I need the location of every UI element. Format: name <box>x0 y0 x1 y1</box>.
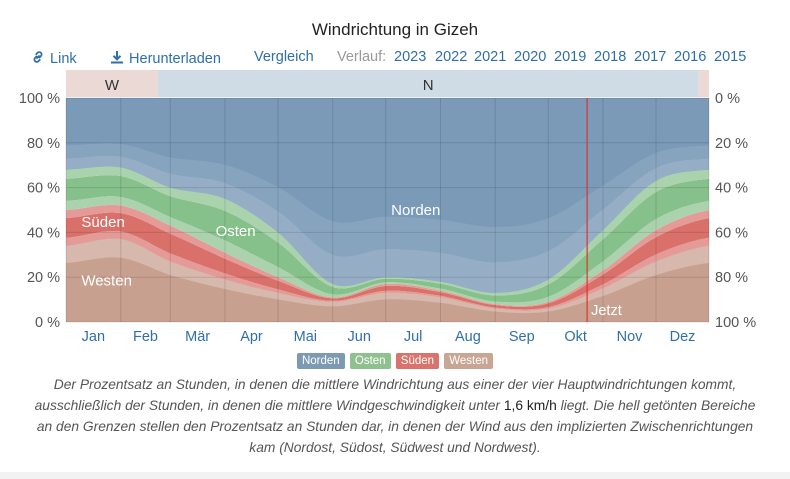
year-link-2022[interactable]: 2022 <box>435 49 468 65</box>
grid-lines <box>65 97 710 323</box>
download-button[interactable]: Herunterladen <box>109 49 221 67</box>
legend-item-norden: Norden <box>296 353 345 369</box>
legend-item-westen: Westen <box>444 353 494 369</box>
year-link-2019[interactable]: 2019 <box>554 49 587 65</box>
link-icon <box>33 51 43 63</box>
x-tick-4: Mai <box>294 329 317 345</box>
direction-label-1: N <box>423 77 434 94</box>
area-sueden <box>66 212 709 310</box>
area-sueden-light-low <box>66 231 709 311</box>
download-icon <box>111 51 123 64</box>
x-tick-11: Dez <box>670 329 696 345</box>
year-link-2015[interactable]: 2015 <box>714 49 747 65</box>
area-norden-light <box>66 155 709 293</box>
year-link-2021[interactable]: 2021 <box>474 49 507 65</box>
legend-item-sueden: Süden <box>395 353 440 369</box>
legend-item-osten: Osten <box>349 353 391 369</box>
series-labels: Süden Osten Westen Norden <box>81 202 440 289</box>
series-label-osten: Osten <box>216 223 256 240</box>
year-link-2020[interactable]: 2020 <box>514 49 547 65</box>
chart-title: Windrichtung in Gizeh <box>311 20 479 39</box>
x-tick-6: Jul <box>404 329 423 345</box>
area-sueden-light-high <box>66 204 709 307</box>
y-left-tick-3: 40 % <box>27 225 60 241</box>
y-right-tick-3: 60 % <box>715 225 748 241</box>
download-label: Herunterladen <box>129 51 221 67</box>
compare-button[interactable]: Vergleich <box>254 49 314 65</box>
toolbar: Link Herunterladen Vergleich Verlauf: 20… <box>0 49 790 69</box>
x-tick-7: Aug <box>455 329 481 345</box>
y-axis-right: 0 % 20 % 40 % 60 % 80 % 100 % <box>715 91 756 331</box>
area-westen-light <box>66 238 709 314</box>
year-link-2023[interactable]: 2023 <box>394 49 427 65</box>
y-left-tick-4: 20 % <box>27 270 60 286</box>
year-link-2018[interactable]: 2018 <box>594 49 627 65</box>
y-right-tick-1: 20 % <box>715 136 748 152</box>
y-right-tick-4: 80 % <box>715 270 748 286</box>
x-tick-2: Mär <box>185 329 210 345</box>
direction-segment-1 <box>157 70 699 97</box>
x-tick-3: Apr <box>240 329 263 345</box>
y-right-tick-0: 0 % <box>715 91 740 107</box>
series-label-norden: Norden <box>391 202 440 219</box>
series-label-westen: Westen <box>81 272 132 289</box>
y-left-tick-2: 60 % <box>27 181 60 197</box>
now-marker: Jetzt <box>586 98 622 322</box>
caption-part2: liegt. Die hell getönten Bereiche an den… <box>36 398 756 455</box>
x-axis: Jan Feb Mär Apr Mai Jun Jul Aug Sep Okt Nov Dez <box>82 329 696 345</box>
caption-part1: Der Prozentsatz an Stunden, in denen die… <box>34 377 737 413</box>
link-button[interactable]: Link <box>30 49 77 67</box>
bottom-strip <box>0 472 790 479</box>
stacked-areas <box>66 98 709 322</box>
chart-caption: Der Prozentsatz an Stunden, in denen die… <box>30 374 760 458</box>
area-westen <box>66 238 709 322</box>
area-norden-mid <box>66 143 709 263</box>
series-label-sueden: Süden <box>81 214 124 231</box>
legend: Norden Osten Süden Westen <box>0 353 790 369</box>
x-tick-0: Jan <box>82 329 105 345</box>
x-tick-1: Feb <box>133 329 158 345</box>
direction-segment-2 <box>698 70 709 97</box>
y-right-tick-5: 100 % <box>715 315 756 331</box>
y-left-tick-5: 0 % <box>35 315 60 331</box>
y-left-tick-0: 100 % <box>19 91 60 107</box>
direction-label-0: W <box>105 77 120 94</box>
area-osten-light-low <box>66 196 709 306</box>
y-axis-left: 100 % 80 % 60 % 40 % 20 % 0 % <box>19 91 60 331</box>
now-label: Jetzt <box>591 303 622 319</box>
link-label: Link <box>50 51 77 67</box>
area-osten <box>66 175 709 303</box>
y-left-tick-1: 80 % <box>27 136 60 152</box>
history-label: Verlauf: <box>337 49 387 65</box>
y-right-tick-2: 40 % <box>715 181 748 197</box>
direction-segment-0 <box>66 70 158 97</box>
caption-unit: 1,6 km/h <box>503 398 557 413</box>
x-tick-8: Sep <box>509 329 535 345</box>
x-tick-10: Nov <box>617 329 644 345</box>
year-link-2017[interactable]: 2017 <box>634 49 667 65</box>
x-tick-9: Okt <box>564 329 587 345</box>
year-link-2016[interactable]: 2016 <box>674 49 707 65</box>
x-tick-5: Jun <box>348 329 371 345</box>
